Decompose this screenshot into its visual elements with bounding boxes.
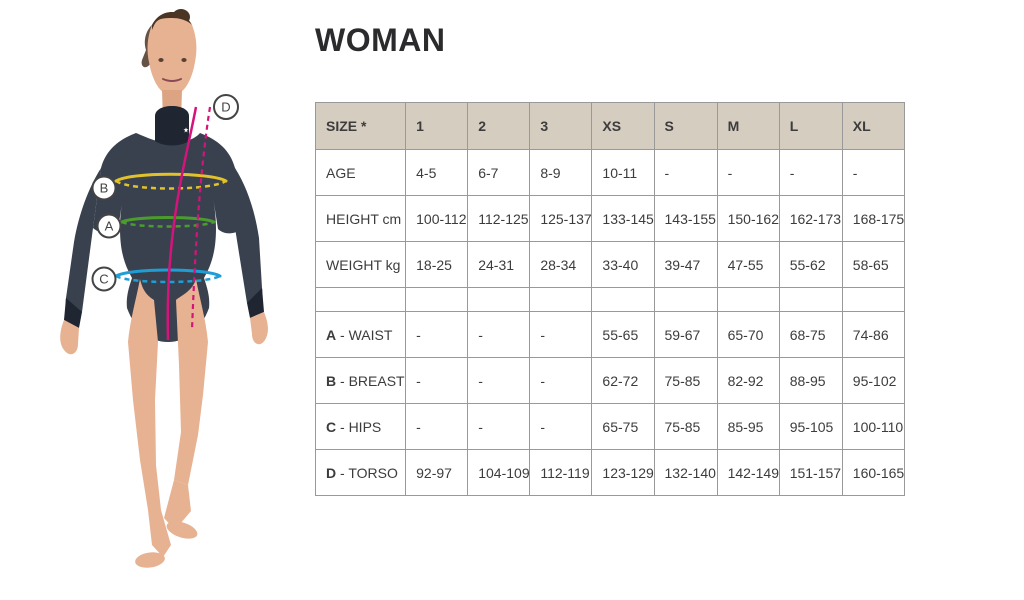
svg-text:C: C <box>99 272 108 287</box>
svg-text:A: A <box>105 219 114 234</box>
svg-text:D: D <box>221 100 230 115</box>
svg-text:B: B <box>100 181 109 196</box>
